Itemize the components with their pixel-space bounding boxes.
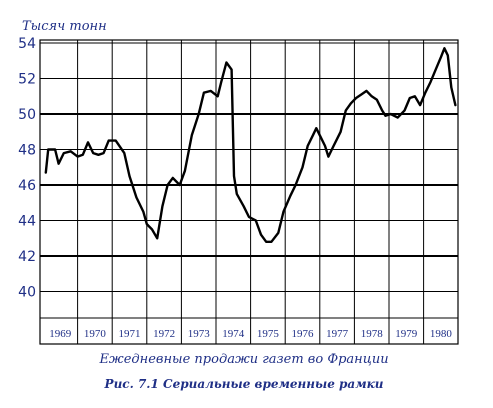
x-tick-label-1970: 1970 [84, 328, 107, 340]
x-tick-label-1974: 1974 [222, 328, 245, 340]
figure-caption: Рис. 7.1 Сериальные временные рамки [104, 377, 384, 391]
y-tick-label-52: 52 [18, 72, 36, 88]
y-gridlines [40, 42, 458, 292]
x-tick-label-1973: 1973 [188, 328, 211, 340]
x-tick-label-1969: 1969 [49, 328, 72, 340]
x-tick-label-1980: 1980 [430, 328, 453, 340]
y-tick-labels: 40 42 44 46 48 50 52 54 [18, 36, 36, 301]
chart-subtitle: Ежедневные продажи газет во Франции [98, 352, 388, 367]
y-tick-label-44: 44 [18, 214, 36, 230]
y-tick-label-50: 50 [18, 107, 36, 123]
x-tick-label-1977: 1977 [326, 328, 349, 340]
x-gridlines [40, 40, 458, 344]
plot-frame [39, 39, 459, 345]
y-tick-label-42: 42 [18, 249, 36, 265]
y-tick-label-54: 54 [18, 36, 36, 52]
x-tick-label-1976: 1976 [292, 328, 315, 340]
x-tick-label-1978: 1978 [361, 328, 384, 340]
series-line-newspaper-sales [44, 47, 457, 243]
x-tick-label-1972: 1972 [153, 328, 175, 340]
x-tick-label-1975: 1975 [257, 328, 280, 340]
x-tick-labels: 1969 1970 1971 1972 1973 1974 1975 1976 1977 1978… [49, 328, 452, 340]
y-tick-label-40: 40 [18, 285, 36, 301]
x-tick-label-1971: 1971 [119, 328, 141, 340]
y-tick-label-46: 46 [18, 178, 36, 194]
y-axis-unit-label: Тысяч тонн [22, 19, 107, 34]
x-tick-label-1979: 1979 [395, 328, 418, 340]
y-tick-label-48: 48 [18, 143, 36, 159]
